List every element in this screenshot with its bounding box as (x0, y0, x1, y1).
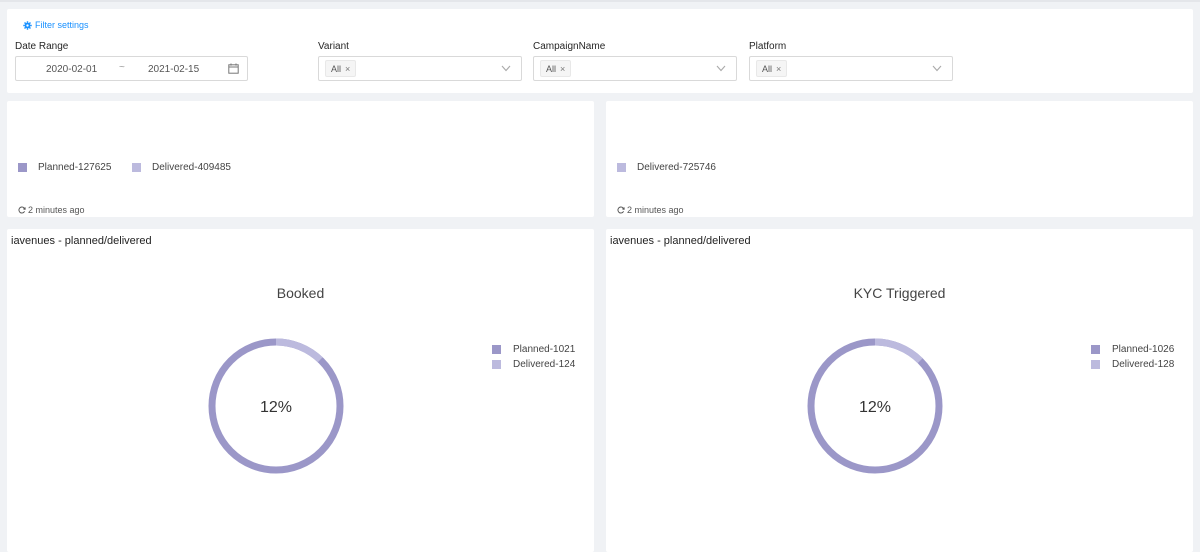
campaign-tag-label: All (546, 64, 557, 74)
delivered-swatch (132, 163, 141, 172)
variant-label: Variant (318, 41, 349, 52)
chart-title: Booked (276, 285, 325, 301)
chevron-down-icon[interactable] (716, 65, 726, 72)
legend-label: Planned-1021 (513, 344, 576, 355)
date-range-picker[interactable]: 2020-02-01 ~ 2021-02-15 (15, 56, 248, 81)
platform-tag-label: All (762, 64, 773, 74)
legend-label: Delivered-128 (1112, 359, 1175, 370)
campaign-name-select[interactable]: All × (533, 56, 737, 81)
campaign-name-label: CampaignName (533, 41, 606, 52)
refresh-status[interactable]: 2 minutes ago (617, 205, 684, 215)
legend-item[interactable]: Planned-1026 (1091, 342, 1174, 357)
chart-legend: Planned-1021 Delivered-124 (492, 342, 575, 372)
date-separator: ~ (119, 62, 125, 73)
filter-settings-link[interactable]: Filter settings (23, 20, 89, 30)
platform-tag[interactable]: All × (756, 60, 788, 77)
gear-icon (23, 20, 32, 30)
legend-item[interactable]: Delivered-128 (1091, 357, 1174, 372)
platform-label: Platform (749, 41, 787, 52)
panel-title: iavenues - planned/delivered (610, 235, 751, 247)
panel-title: iavenues - planned/delivered (11, 235, 152, 247)
top-border (0, 0, 1200, 2)
date-end-input[interactable]: 2021-02-15 (148, 64, 200, 75)
date-start-input[interactable]: 2020-02-01 (46, 64, 98, 75)
summary-card-left: Planned-127625 Delivered-409485 2 minute… (7, 101, 594, 217)
platform-select[interactable]: All × (749, 56, 953, 81)
variant-tag[interactable]: All × (325, 60, 357, 77)
close-icon[interactable]: × (560, 64, 566, 74)
filter-settings-label[interactable]: Filter settings (35, 20, 89, 30)
legend-label: Delivered-124 (513, 359, 576, 370)
chart-card-kyc-triggered: iavenues - planned/delivered KYC Trigger… (606, 229, 1193, 552)
chart-card-booked: iavenues - planned/delivered Booked 12% … (7, 229, 594, 552)
planned-swatch (1091, 345, 1100, 354)
legend-item[interactable]: Planned-127625 (18, 162, 111, 173)
planned-swatch (18, 163, 27, 172)
summary-card-right: Delivered-725746 2 minutes ago (606, 101, 1193, 217)
refresh-icon[interactable] (617, 206, 625, 214)
legend-item[interactable]: Planned-1021 (492, 342, 575, 357)
filter-panel: Filter settings Date Range 2020-02-01 ~ … (7, 9, 1193, 93)
refresh-time: 2 minutes ago (28, 205, 85, 215)
chevron-down-icon[interactable] (932, 65, 942, 72)
chart-title: KYC Triggered (853, 285, 946, 301)
delivered-arc (807, 338, 943, 474)
chart-legend: Planned-1026 Delivered-128 (1091, 342, 1174, 372)
legend-item[interactable]: Delivered-725746 (617, 162, 716, 173)
refresh-status[interactable]: 2 minutes ago (18, 205, 85, 215)
legend-item[interactable]: Delivered-409485 (132, 162, 231, 173)
legend-label: Delivered-725746 (637, 162, 716, 173)
donut-chart: 12% (807, 338, 943, 474)
donut-center-label: 12% (859, 399, 891, 416)
chevron-down-icon[interactable] (501, 65, 511, 72)
refresh-icon[interactable] (18, 206, 26, 214)
legend-item[interactable]: Delivered-124 (492, 357, 575, 372)
donut-chart: 12% (208, 338, 344, 474)
legend-label: Planned-1026 (1112, 344, 1175, 355)
donut-center-label: 12% (260, 399, 292, 416)
variant-select[interactable]: All × (318, 56, 522, 81)
delivered-swatch (492, 360, 501, 369)
delivered-arc (208, 338, 344, 474)
calendar-icon[interactable] (228, 63, 239, 74)
refresh-time: 2 minutes ago (627, 205, 684, 215)
delivered-swatch (1091, 360, 1100, 369)
close-icon[interactable]: × (776, 64, 782, 74)
legend-label: Planned-127625 (38, 162, 112, 173)
close-icon[interactable]: × (345, 64, 351, 74)
campaign-tag[interactable]: All × (540, 60, 572, 77)
variant-tag-label: All (331, 64, 342, 74)
date-range-label: Date Range (15, 41, 69, 52)
legend-label: Delivered-409485 (152, 162, 231, 173)
planned-swatch (492, 345, 501, 354)
delivered-swatch (617, 163, 626, 172)
